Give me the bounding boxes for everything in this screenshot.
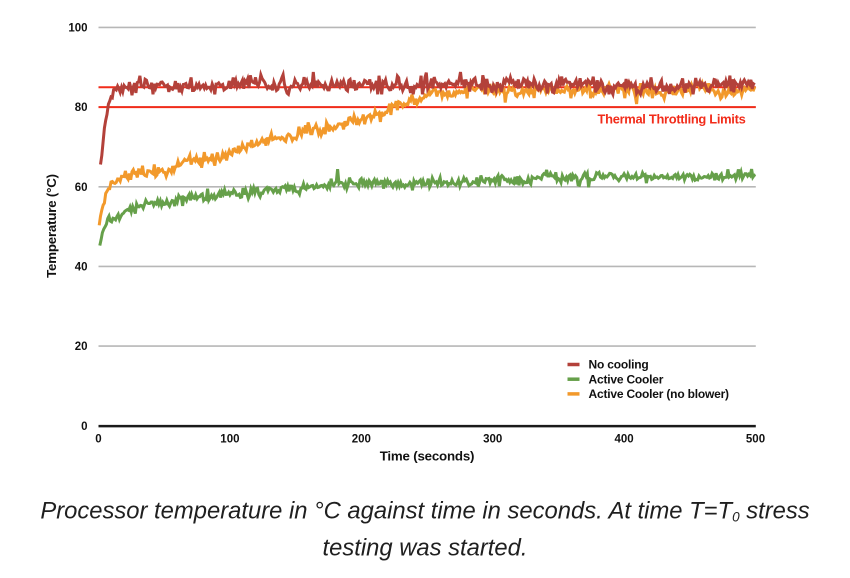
svg-text:Temperature (°C): Temperature (°C) [44,174,59,278]
svg-text:Active Cooler: Active Cooler [589,372,664,386]
svg-text:testing was started.: testing was started. [322,534,527,561]
svg-text:80: 80 [75,102,88,114]
svg-text:100: 100 [68,22,87,34]
svg-text:Time (seconds): Time (seconds) [380,449,475,464]
svg-text:40: 40 [75,261,88,273]
svg-text:400: 400 [615,434,634,446]
svg-text:Active Cooler (no blower): Active Cooler (no blower) [589,387,730,401]
svg-text:60: 60 [75,182,88,194]
svg-text:No cooling: No cooling [589,358,649,372]
svg-text:0: 0 [95,434,101,446]
svg-text:300: 300 [483,434,502,446]
svg-text:200: 200 [352,434,371,446]
svg-text:Processor temperature in °C ag: Processor temperature in °C against time… [40,498,809,525]
svg-text:100: 100 [220,434,239,446]
svg-text:500: 500 [746,434,765,446]
svg-text:Thermal Throttling Limits: Thermal Throttling Limits [598,112,746,127]
svg-text:0: 0 [81,421,87,433]
svg-text:20: 20 [75,341,88,353]
